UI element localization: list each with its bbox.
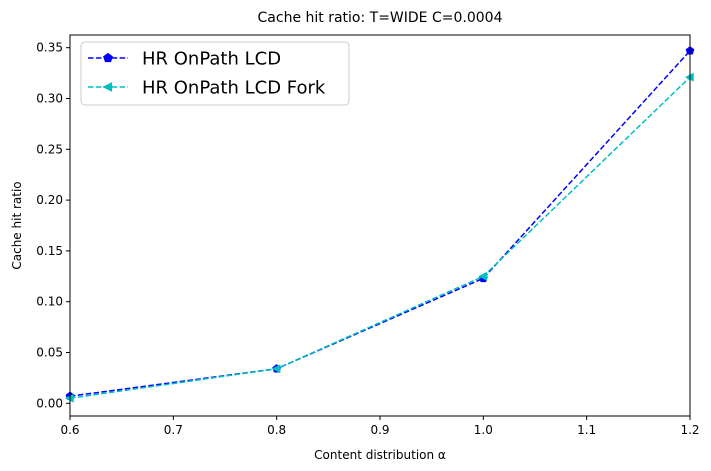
x-tick-label: 0.6	[60, 423, 79, 437]
y-axis-title: Cache hit ratio	[10, 181, 24, 269]
x-tick-label: 1.1	[577, 423, 596, 437]
series-2	[64, 72, 694, 403]
legend-label: HR OnPath LCD	[142, 49, 281, 70]
y-tick-label: 0.15	[36, 244, 63, 258]
y-tick-label: 0.10	[36, 295, 63, 309]
legend-item: HR OnPath LCD	[88, 49, 281, 70]
data-point	[478, 271, 488, 281]
chart-title: Cache hit ratio: T=WIDE C=0.0004	[258, 10, 503, 26]
y-tick-label: 0.20	[36, 193, 63, 207]
x-tick-label: 0.8	[267, 423, 286, 437]
y-tick-label: 0.35	[36, 41, 63, 55]
axis-ticks: 0.6 0.7 0.8 0.9 1.0 1.1 1.2 0.00 0.05 0.10 0.15 0.2…	[36, 41, 699, 437]
legend-marker	[102, 82, 113, 92]
x-tick-label: 1.0	[474, 423, 493, 437]
plot-frame	[69, 34, 691, 417]
y-tick-label: 0.30	[36, 92, 63, 106]
series-line	[69, 76, 691, 399]
legend-item: HR OnPath LCD Fork	[88, 78, 326, 99]
x-tick-label: 0.9	[370, 423, 389, 437]
legend: HR OnPath LCD HR OnPath LCD Fork	[80, 41, 350, 106]
x-tick-label: 0.7	[164, 423, 183, 437]
data-point	[271, 364, 281, 374]
series-line	[69, 50, 691, 397]
y-tick-label: 0.00	[36, 396, 63, 410]
y-tick-label: 0.05	[36, 346, 63, 360]
legend-label: HR OnPath LCD Fork	[142, 78, 326, 99]
y-tick-label: 0.25	[36, 142, 63, 156]
legend-box	[80, 41, 350, 106]
x-tick-label: 1.2	[680, 423, 699, 437]
legend-marker	[103, 52, 113, 63]
x-axis-title: Content distribution α	[314, 448, 446, 462]
